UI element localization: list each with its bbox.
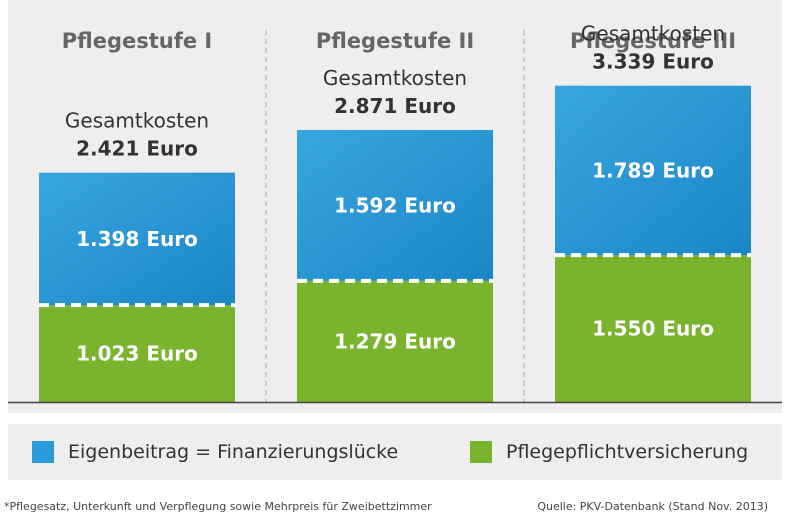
category-label: Pflegestufe II xyxy=(316,29,474,53)
category-label: Pflegestufe I xyxy=(62,29,212,53)
category-label: Pflegestufe III xyxy=(570,29,736,53)
chart-area: Pflegestufe I 1.023 Euro 1.398 Euro Gesamtk… xyxy=(8,0,782,413)
legend-swatch-pflegepflichtversicherung xyxy=(470,441,492,463)
total-caption: Gesamtkosten xyxy=(323,66,467,90)
bar-segment-pflegepflichtversicherung xyxy=(39,305,235,402)
legend: Eigenbeitrag = Finanzierungslücke Pflege… xyxy=(8,424,782,480)
total-value: 2.421 Euro xyxy=(76,137,198,161)
legend-swatch-eigenbeitrag xyxy=(32,441,54,463)
legend-label-pflegepflichtversicherung: Pflegepflichtversicherung xyxy=(506,441,749,463)
total-value: 3.339 Euro xyxy=(592,50,714,74)
legend-item-eigenbeitrag: Eigenbeitrag = Finanzierungslücke xyxy=(32,439,398,465)
data-label-eigenbeitrag: 1.592 Euro xyxy=(334,193,456,217)
data-label-eigenbeitrag: 1.789 Euro xyxy=(592,158,714,182)
data-label-pflegepflichtversicherung: 1.023 Euro xyxy=(76,342,198,366)
bar-segment-eigenbeitrag xyxy=(555,85,751,256)
data-label-pflegepflichtversicherung: 1.550 Euro xyxy=(592,317,714,341)
bar-segment-pflegepflichtversicherung xyxy=(555,255,751,402)
total-caption: Gesamtkosten xyxy=(65,109,209,133)
bar-segment-pflegepflichtversicherung xyxy=(297,280,493,402)
total-caption: Gesamtkosten xyxy=(581,22,725,46)
data-label-eigenbeitrag: 1.398 Euro xyxy=(76,227,198,251)
legend-label-eigenbeitrag: Eigenbeitrag = Finanzierungslücke xyxy=(68,441,399,463)
data-label-pflegepflichtversicherung: 1.279 Euro xyxy=(334,329,456,353)
stacked-bar-chart: Pflegestufe I 1.023 Euro 1.398 Euro Gesamtk… xyxy=(8,22,782,404)
bar-segment-eigenbeitrag xyxy=(297,130,493,281)
legend-item-pflegepflichtversicherung: Pflegepflichtversicherung xyxy=(470,439,748,465)
total-value: 2.871 Euro xyxy=(334,94,456,118)
bar-segment-eigenbeitrag xyxy=(39,172,235,306)
footnote: *Pflegesatz, Unterkunft und Verpflegung … xyxy=(4,500,432,513)
source-note: Quelle: PKV-Datenbank (Stand Nov. 2013) xyxy=(537,500,768,513)
